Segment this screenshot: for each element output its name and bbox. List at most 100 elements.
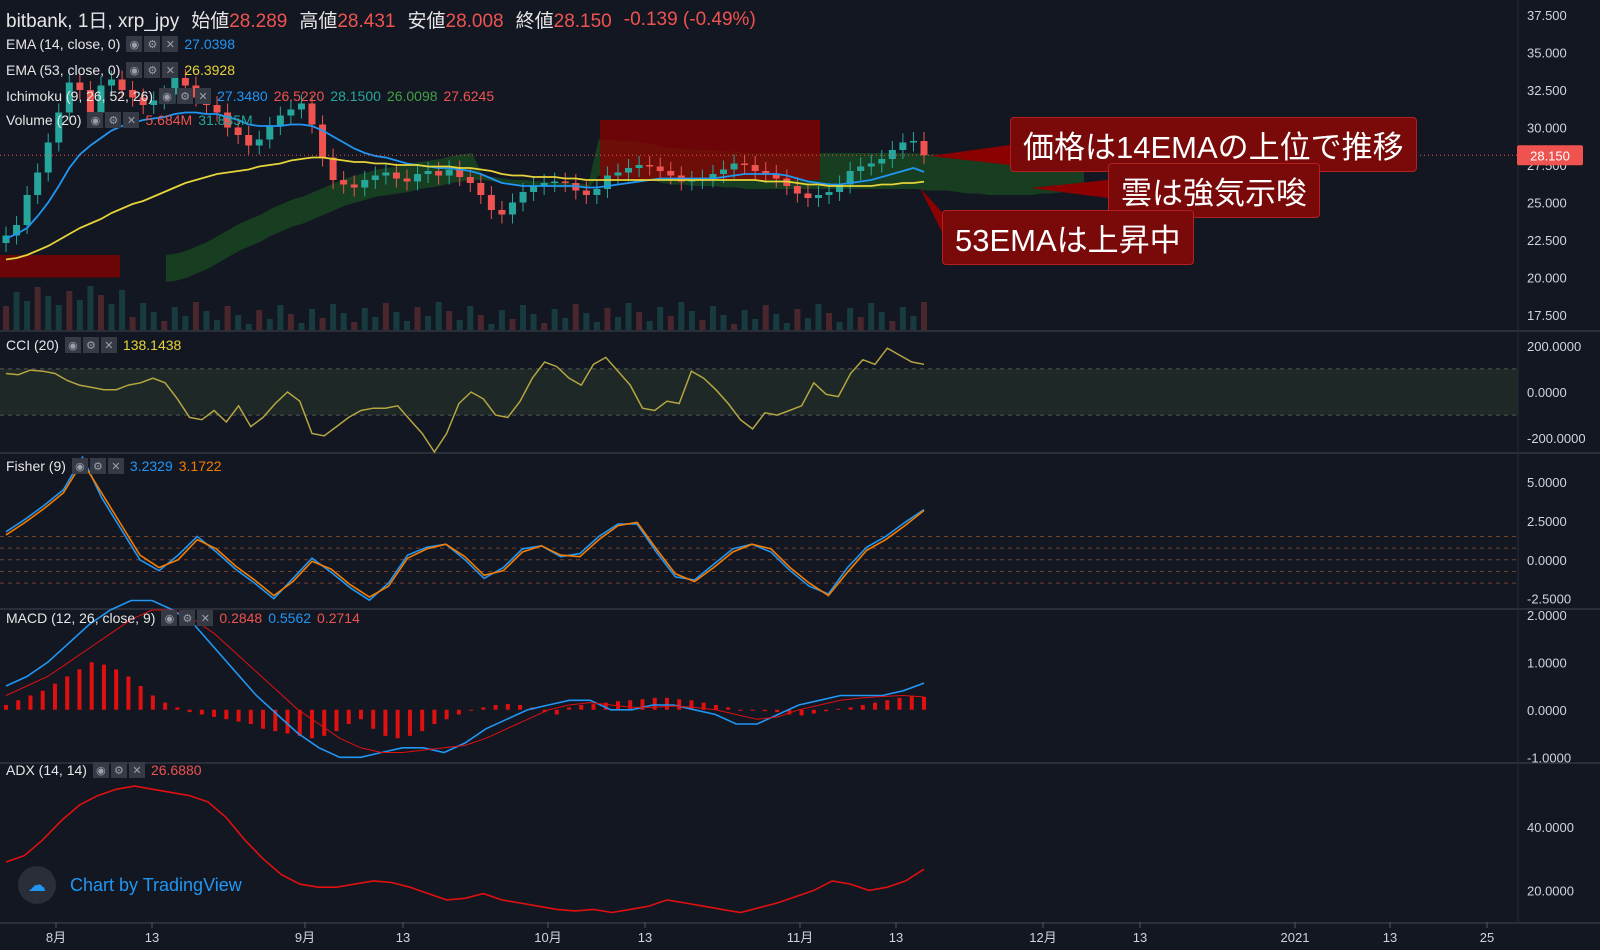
ema53-legend[interactable]: EMA (53, close, 0) ◉ ⚙ ✕ 26.3928 <box>6 62 235 78</box>
macd-histogram-bar <box>65 676 70 710</box>
macd-histogram-bar <box>469 709 474 711</box>
volume-bar <box>45 296 52 330</box>
ichimoku-controls[interactable]: ◉ ⚙ ✕ <box>159 88 212 104</box>
macd-histogram-bar <box>248 709 253 724</box>
annotation-price-above-ema[interactable]: 価格は14EMAの上位で推移 <box>1010 117 1417 172</box>
close-icon[interactable]: ✕ <box>162 36 179 52</box>
volume-bar <box>340 313 347 330</box>
close-icon[interactable]: ✕ <box>128 762 145 778</box>
xtick-label: 9月 <box>295 930 315 945</box>
volume-bar <box>657 307 664 330</box>
candle-body <box>171 78 179 95</box>
annotation-cloud-bullish[interactable]: 雲は強気示唆 <box>1108 163 1320 218</box>
candle-body <box>139 97 147 105</box>
volume-bar <box>762 305 769 330</box>
candle-body <box>371 175 379 180</box>
ichimoku-value-3: 28.1500 <box>330 88 381 104</box>
price-ytick-label: 22.500 <box>1527 233 1567 248</box>
ichimoku-legend[interactable]: Ichimoku (9, 26, 52, 26) ◉ ⚙ ✕ 27.3480 26.… <box>6 88 494 104</box>
price-ytick-label: 25.000 <box>1527 196 1567 211</box>
cci-legend[interactable]: CCI (20) ◉ ⚙ ✕ 138.1438 <box>6 337 181 353</box>
gear-icon[interactable]: ⚙ <box>89 458 106 474</box>
open-label: 始値 <box>191 11 230 32</box>
close-icon[interactable]: ✕ <box>100 337 117 353</box>
candle-body <box>456 169 464 177</box>
fisher-controls[interactable]: ◉ ⚙ ✕ <box>71 458 124 474</box>
tradingview-branding[interactable]: ☁ Chart by TradingView <box>18 866 242 904</box>
volume-bar <box>921 302 927 330</box>
candle-body <box>519 192 527 203</box>
macd-histogram-bar <box>505 704 510 710</box>
macd-histogram-bar <box>897 697 902 710</box>
ichimoku-cloud-bearish <box>600 120 820 180</box>
gear-icon[interactable]: ⚙ <box>82 337 99 353</box>
close-icon[interactable]: ✕ <box>123 112 140 128</box>
volume-bar <box>150 312 157 330</box>
adx-controls[interactable]: ◉ ⚙ ✕ <box>92 762 145 778</box>
macd-controls[interactable]: ◉ ⚙ ✕ <box>161 610 214 626</box>
close-icon[interactable]: ✕ <box>162 62 179 78</box>
macd-histogram-bar <box>383 709 388 736</box>
annotation-pointer <box>1030 180 1108 198</box>
macd-histogram-bar <box>358 709 363 720</box>
volume-value-2: 31.835M <box>198 112 253 128</box>
volume-bar <box>192 302 199 330</box>
candle-body <box>667 171 675 176</box>
symbol-title[interactable]: bitbank, 1日, xrp_jpy <box>6 11 180 32</box>
candle-body <box>466 177 474 183</box>
volume-bar <box>372 317 379 330</box>
cci-controls[interactable]: ◉ ⚙ ✕ <box>64 337 117 353</box>
eye-icon[interactable]: ◉ <box>71 458 88 474</box>
gear-icon[interactable]: ⚙ <box>110 762 127 778</box>
adx-ytick-label: 40.0000 <box>1527 820 1574 835</box>
gear-icon[interactable]: ⚙ <box>144 62 161 78</box>
close-icon[interactable]: ✕ <box>107 458 124 474</box>
eye-icon[interactable]: ◉ <box>92 762 109 778</box>
candle-body <box>181 78 189 86</box>
annotation-ema53-rising[interactable]: 53EMAは上昇中 <box>942 210 1194 265</box>
low-label: 安値 <box>407 11 446 32</box>
ema14-controls[interactable]: ◉ ⚙ ✕ <box>126 36 179 52</box>
candle-body <box>593 189 601 195</box>
adx-legend[interactable]: ADX (14, 14) ◉ ⚙ ✕ 26.6880 <box>6 762 202 778</box>
fisher-legend[interactable]: Fisher (9) ◉ ⚙ ✕ 3.2329 3.1722 <box>6 458 222 474</box>
macd-histogram-bar <box>762 709 767 712</box>
eye-icon[interactable]: ◉ <box>64 337 81 353</box>
last-price-tag-label: 28.150 <box>1530 148 1570 163</box>
eye-icon[interactable]: ◉ <box>87 112 104 128</box>
volume-bar <box>551 309 558 330</box>
gear-icon[interactable]: ⚙ <box>179 610 196 626</box>
candle-body <box>656 166 664 171</box>
volume-bar <box>467 306 474 330</box>
ema14-legend[interactable]: EMA (14, close, 0) ◉ ⚙ ✕ 27.0398 <box>6 36 235 52</box>
macd-histogram-bar <box>811 709 816 714</box>
macd-legend[interactable]: MACD (12, 26, close, 9) ◉ ⚙ ✕ 0.2848 0.556… <box>6 610 360 626</box>
volume-bar <box>382 303 389 330</box>
ema53-controls[interactable]: ◉ ⚙ ✕ <box>126 62 179 78</box>
volume-bar <box>804 318 811 330</box>
macd-histogram-bar <box>236 709 241 722</box>
fisher-ytick-label: 5.0000 <box>1527 475 1567 490</box>
macd-histogram-bar <box>518 705 523 710</box>
last-price-tag <box>1517 145 1583 166</box>
cci-line <box>5 347 925 454</box>
volume-controls[interactable]: ◉ ⚙ ✕ <box>87 112 140 128</box>
macd-histogram-bar <box>163 702 168 710</box>
eye-icon[interactable]: ◉ <box>126 36 143 52</box>
close-icon[interactable]: ✕ <box>197 610 214 626</box>
macd-histogram-bar <box>407 709 412 736</box>
candle-body <box>23 195 31 225</box>
eye-icon[interactable]: ◉ <box>161 610 178 626</box>
eye-icon[interactable]: ◉ <box>126 62 143 78</box>
gear-icon[interactable]: ⚙ <box>177 88 194 104</box>
candle-body <box>720 169 728 174</box>
gear-icon[interactable]: ⚙ <box>144 36 161 52</box>
eye-icon[interactable]: ◉ <box>159 88 176 104</box>
candle-body <box>108 79 116 86</box>
gear-icon[interactable]: ⚙ <box>105 112 122 128</box>
macd-histogram-bar <box>481 707 486 710</box>
close-icon[interactable]: ✕ <box>195 88 212 104</box>
price-ytick-label: 20.000 <box>1527 271 1567 286</box>
volume-legend[interactable]: Volume (20) ◉ ⚙ ✕ 5.684M 31.835M <box>6 112 253 128</box>
